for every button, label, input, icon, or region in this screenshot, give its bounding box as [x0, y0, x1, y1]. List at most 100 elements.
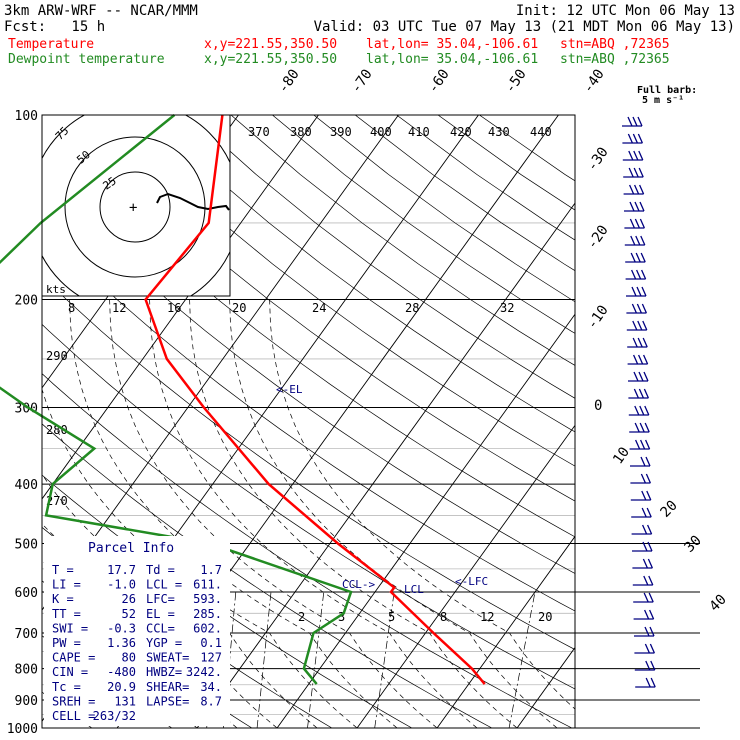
moist-adiabat-line [109, 299, 438, 728]
wind-barb-flag [638, 167, 644, 178]
parcel-info-cell: 26 [122, 592, 136, 606]
parcel-info-cell: SWI = [52, 621, 88, 635]
plot-frame [41, 114, 576, 729]
wind-barb-flag [633, 388, 639, 399]
mixing-ratio-label: 8 [440, 610, 447, 624]
wind-barb-flag [635, 439, 641, 450]
parcel-info-cell: 8.7 [200, 694, 222, 708]
parcel-info-cell: 602. [193, 621, 222, 635]
parcel-info-cell: 263/32 [93, 709, 136, 723]
wind-barb-flag [642, 524, 648, 535]
wind-barb-icon [632, 575, 654, 586]
hodograph-ring-1 [99, 171, 171, 243]
wind-barb-icon [634, 643, 655, 654]
header-fcst: Fcst: 15 h [4, 19, 105, 35]
wind-barb-flag [649, 626, 655, 637]
parcel-info-cell: SREH = [52, 694, 95, 708]
wind-barb-flag [644, 626, 650, 637]
wind-barb-icon [630, 473, 651, 484]
wind-barb-flag [640, 235, 646, 246]
wind-barb-flag [639, 184, 645, 195]
wind-barb-flag [628, 167, 634, 178]
isotherm-line [356, 424, 575, 728]
parcel-info-cell: YGP = [146, 636, 182, 650]
parcel-info-box: Parcel Info T = 17.7 Td = 1.7 LI = -1.0 LCL = 6… [44, 536, 230, 726]
wind-barb-flag [639, 218, 645, 229]
wind-barb-flag [627, 133, 633, 144]
wind-barb-flag [631, 303, 637, 314]
isotherm-label: -80 [275, 66, 303, 96]
isotherm-label: -50 [502, 66, 530, 96]
parcel-info-cell: PW = [52, 636, 81, 650]
parcel-info-cell: EL = [146, 607, 175, 621]
wind-barb-flag [631, 269, 637, 280]
wind-barb-flag [641, 303, 647, 314]
dry-adiabat-line [42, 423, 493, 728]
temperature-trace [144, 114, 486, 685]
isotherm-label: -20 [584, 222, 612, 252]
moist-adiabat-line [149, 299, 478, 728]
dry-adiabat-line [42, 133, 575, 538]
wind-barb-flag [637, 116, 643, 127]
dry-adiabat-line [42, 227, 575, 612]
wind-barb-flag [638, 150, 644, 161]
wind-barb-icon [622, 116, 643, 127]
parcel-info-cell: 593. [193, 592, 222, 606]
mixing-ratio-label: 5 [388, 610, 395, 624]
wind-barb-flag [641, 507, 647, 518]
wind-barb-flag [645, 660, 651, 671]
isobar-label: 500 [15, 537, 38, 552]
wind-barb-icon [623, 184, 645, 195]
isotherm-line [436, 535, 575, 728]
wind-barb-flag [640, 439, 646, 450]
wind-barb-icon [633, 609, 655, 620]
isobar-label: 200 [15, 294, 38, 309]
wind-barb-flag [637, 337, 643, 348]
hodograph-ring-2 [64, 136, 206, 278]
isotherm-label: -60 [425, 66, 453, 96]
ccl-label: CCL-> [342, 578, 375, 591]
wind-barb-flag [637, 320, 643, 331]
wind-barb-icon [634, 626, 655, 637]
mixing-ratio-line [508, 591, 536, 728]
wind-barb-flag [643, 575, 649, 586]
dry-adiabat-line [42, 180, 575, 574]
wind-barb-flag [634, 184, 640, 195]
lcl-label: LCL [404, 583, 424, 596]
wind-barb-flag [630, 252, 636, 263]
theta-label: 270 [46, 494, 68, 508]
hodo-speed-label: 24 [312, 301, 326, 315]
wind-barb-icon [626, 303, 647, 314]
isotherm-line [668, 87, 740, 740]
wind-barb-icon [624, 235, 646, 246]
wind-barb-flag [643, 592, 649, 603]
wind-barb-flag [644, 405, 650, 416]
parcel-info-cell: CELL = [52, 709, 95, 723]
legend-dewpoint-label: Dewpoint temperature [8, 52, 165, 67]
mixing-ratio-label: 12 [480, 610, 494, 624]
mixing-ratio-label: 2 [298, 610, 305, 624]
isobar-label: 400 [15, 478, 38, 493]
wind-barb-flag [637, 133, 643, 144]
header-init: Init: 12 UTC Mon 06 May 13 [516, 3, 735, 19]
hodograph-center-icon: + [129, 200, 137, 216]
moist-adiabat-line [189, 299, 518, 728]
isobar-label: 600 [15, 586, 38, 601]
isotherm-label: -30 [584, 144, 612, 174]
parcel-info-cell: 34. [200, 680, 222, 694]
dry-adiabat-line [106, 115, 575, 467]
hodo-speed-label: 16 [167, 301, 181, 315]
wind-barb-flag [642, 558, 648, 569]
parcel-info-title: Parcel Info [88, 541, 174, 556]
mixing-ratio-line [374, 591, 395, 728]
wind-barb-icon [623, 167, 644, 178]
hodograph-kts-label: kts [46, 283, 66, 296]
wind-barb-icon [631, 524, 653, 535]
wind-barb-flag [644, 643, 650, 654]
hodograph-trace [156, 192, 230, 211]
wind-barb-flag [649, 609, 655, 620]
mixing-ratio-label: 3 [338, 610, 345, 624]
wind-barb-icon [631, 507, 652, 518]
dry-adiabat-line [272, 115, 575, 334]
parcel-info-cell: SWEAT= [146, 651, 189, 665]
